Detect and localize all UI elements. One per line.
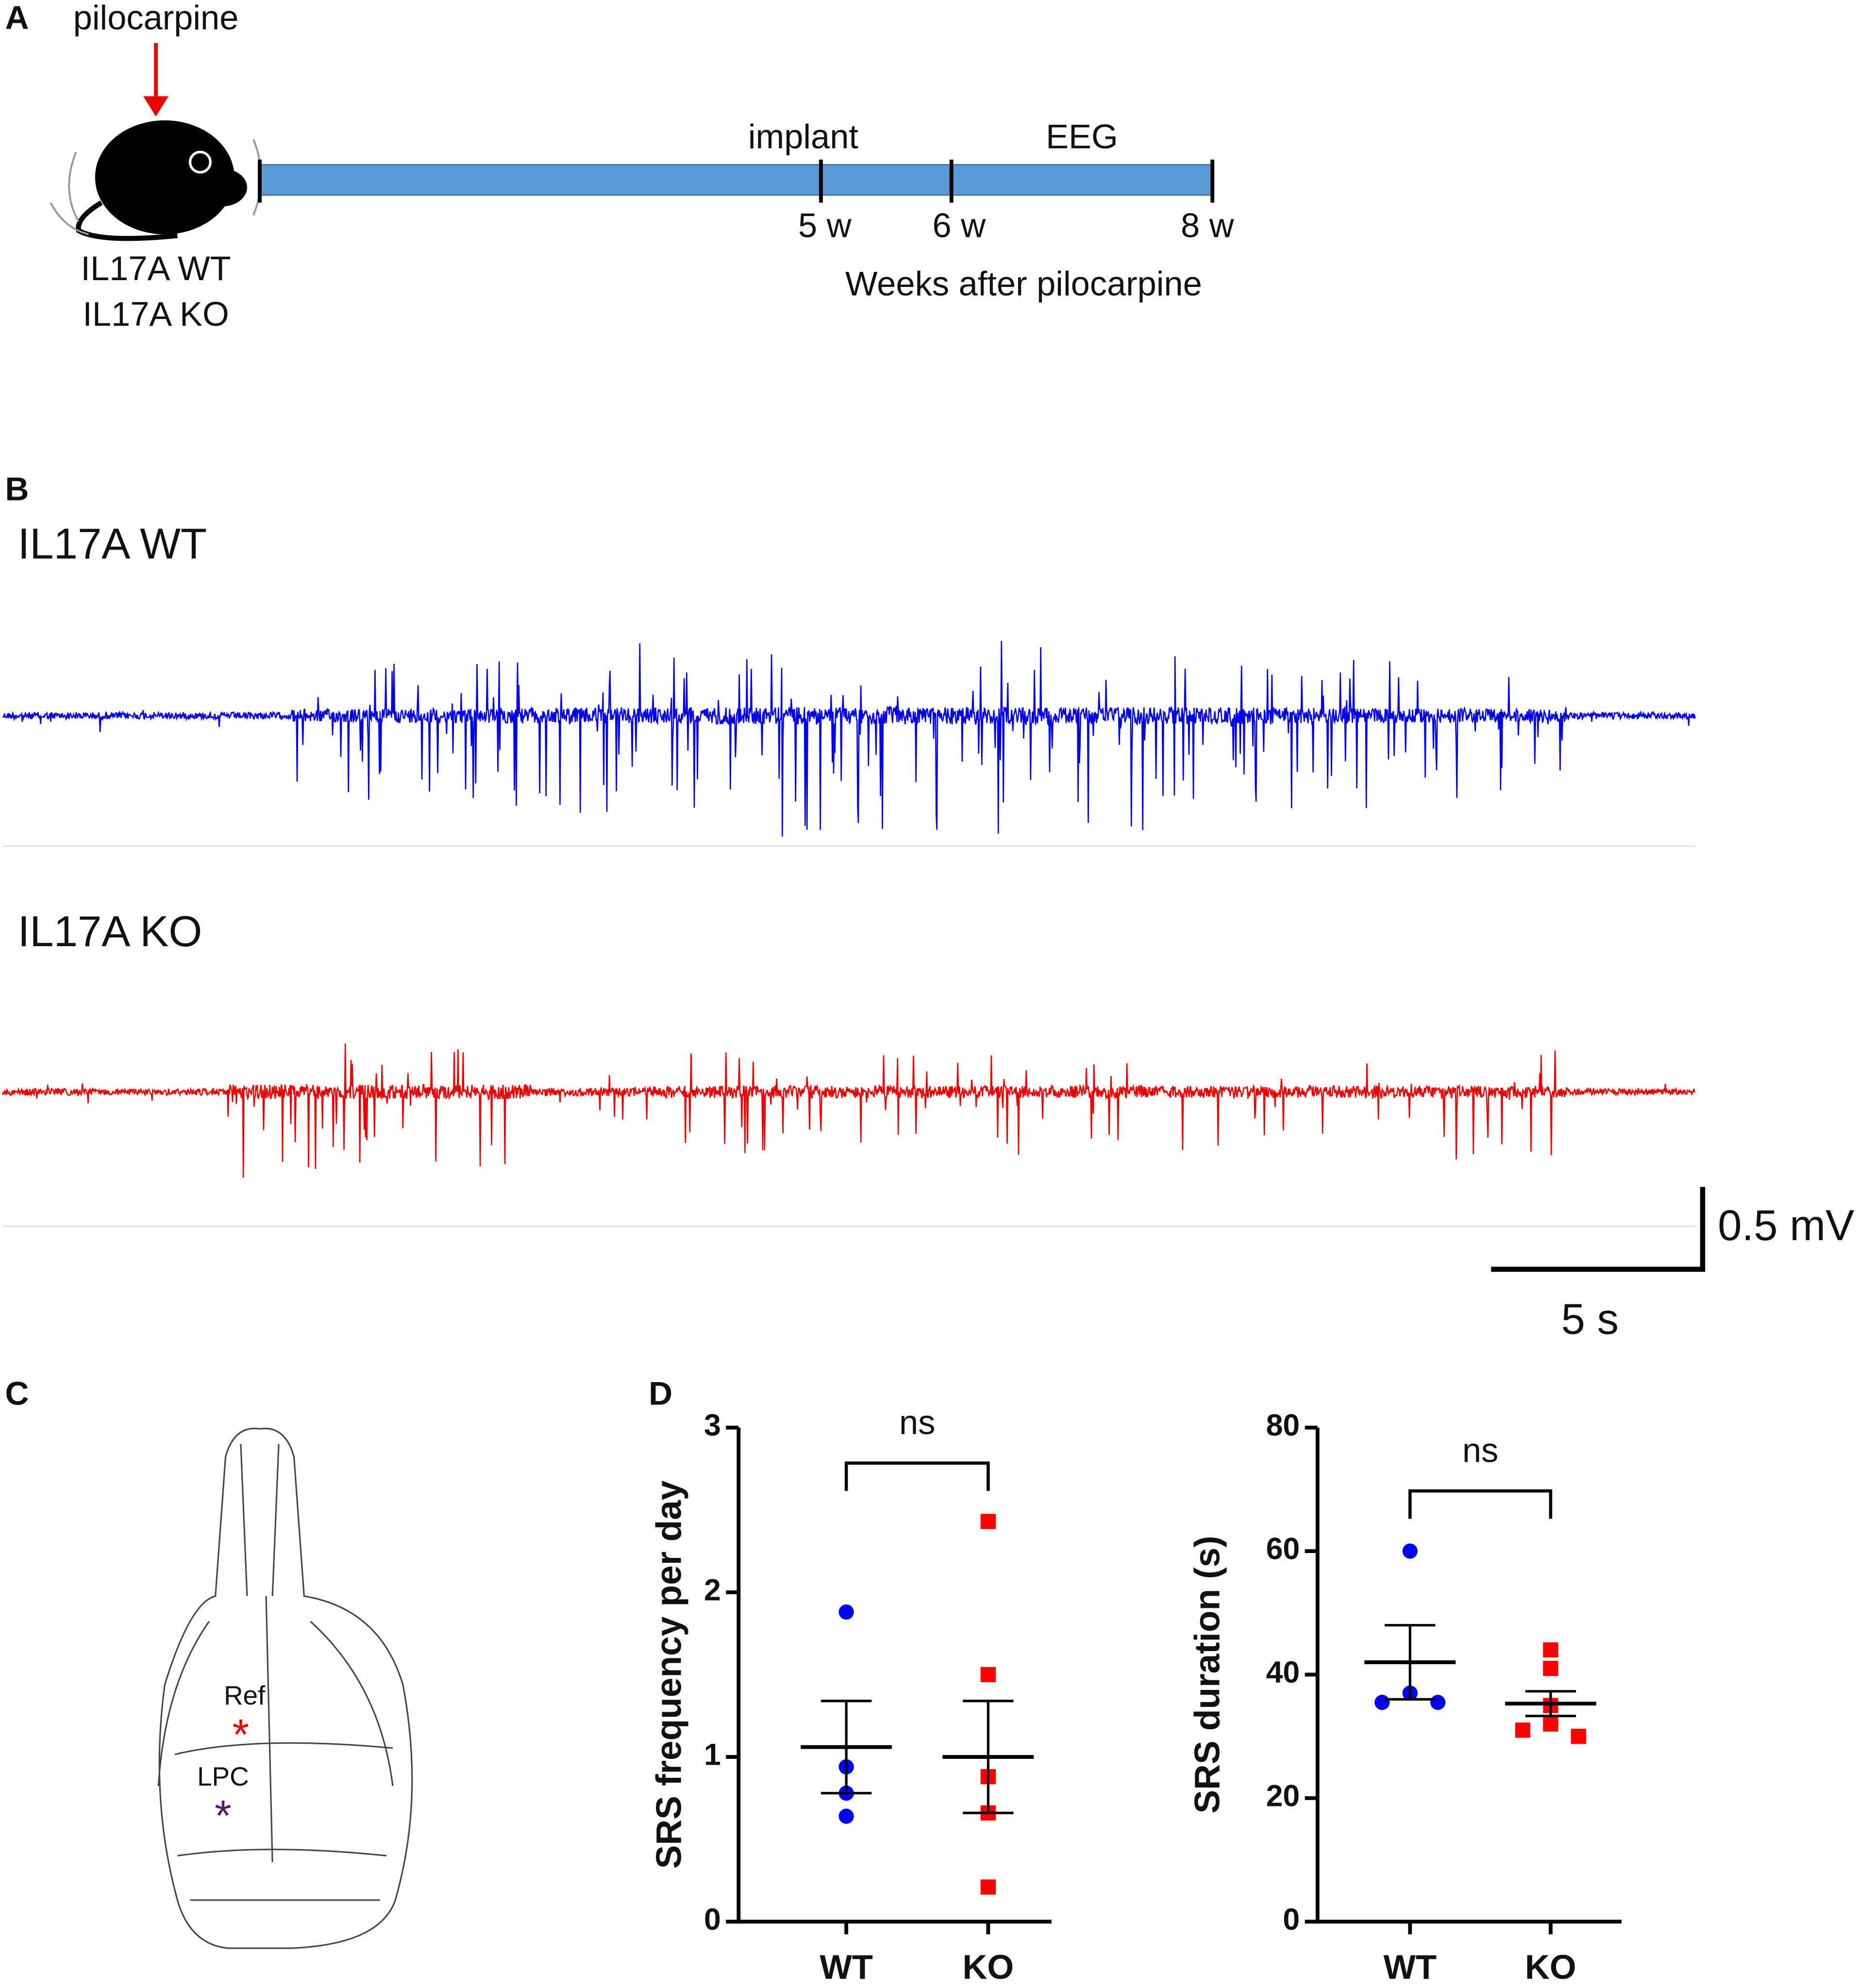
panel-label: D bbox=[649, 1375, 672, 1412]
y-tick-label: 3 bbox=[704, 1408, 721, 1442]
week-label: 6 w bbox=[933, 206, 987, 244]
x-tick-label: KO bbox=[1525, 1948, 1576, 1986]
y-tick-label: 0 bbox=[1283, 1903, 1300, 1937]
data-point bbox=[980, 1514, 996, 1529]
data-point bbox=[1515, 1722, 1531, 1738]
data-point bbox=[1543, 1716, 1558, 1732]
y-tick-label: 20 bbox=[1266, 1779, 1300, 1813]
scale-bar bbox=[1491, 1186, 1706, 1272]
site-marker: * bbox=[233, 1710, 250, 1758]
significance-label: ns bbox=[899, 1403, 935, 1441]
data-point bbox=[1571, 1729, 1586, 1744]
significance-bracket bbox=[844, 1461, 990, 1491]
y-tick-label: 60 bbox=[1266, 1532, 1300, 1566]
data-point bbox=[838, 1808, 854, 1824]
x-tick-label: WT bbox=[820, 1948, 873, 1986]
timeline-bar bbox=[259, 164, 1213, 196]
group-label: IL17A WT bbox=[81, 249, 231, 287]
y-tick-label: 2 bbox=[704, 1573, 721, 1607]
site-label: LPC bbox=[197, 1761, 249, 1791]
scale-label: 5 s bbox=[1561, 1295, 1619, 1343]
skull-drawing bbox=[157, 1427, 413, 1949]
arrow-label: pilocarpine bbox=[73, 0, 239, 36]
eeg-trace bbox=[2, 1043, 1696, 1178]
arrow-head bbox=[143, 96, 169, 117]
axis-label: Weeks after pilocarpine bbox=[845, 264, 1202, 302]
y-axis-label: SRS frequency per day bbox=[649, 1480, 688, 1869]
trace-label: IL17A KO bbox=[18, 907, 202, 955]
data-point bbox=[1430, 1695, 1446, 1710]
y-axis-label: SRS duration (s) bbox=[1188, 1536, 1227, 1813]
data-point bbox=[1374, 1695, 1390, 1710]
y-tick-label: 1 bbox=[704, 1738, 721, 1772]
panel-label: B bbox=[5, 471, 29, 507]
week-label: 5 w bbox=[798, 206, 852, 244]
significance-label: ns bbox=[1462, 1431, 1498, 1469]
data-point bbox=[980, 1879, 996, 1895]
phase-label: EEG bbox=[1046, 117, 1118, 156]
x-tick-label: KO bbox=[963, 1948, 1014, 1986]
x-tick-label: WT bbox=[1384, 1948, 1437, 1986]
site-marker: * bbox=[215, 1791, 232, 1839]
phase-label: implant bbox=[748, 117, 858, 156]
y-tick-label: 80 bbox=[1266, 1408, 1300, 1442]
mouse bbox=[50, 120, 262, 241]
group-label: IL17A KO bbox=[83, 295, 229, 333]
y-tick-label: 0 bbox=[704, 1903, 721, 1937]
data-point bbox=[1543, 1661, 1558, 1676]
significance-bracket bbox=[1408, 1489, 1553, 1519]
data-point bbox=[980, 1667, 996, 1683]
panel-label: C bbox=[5, 1375, 29, 1412]
site-label: Ref bbox=[224, 1680, 266, 1710]
panel-label: A bbox=[5, 0, 29, 36]
data-point bbox=[1543, 1642, 1558, 1658]
week-label: 8 w bbox=[1181, 206, 1235, 244]
trace-label: IL17A WT bbox=[18, 520, 207, 568]
data-point bbox=[838, 1604, 854, 1620]
scale-label: 0.5 mV bbox=[1718, 1201, 1854, 1249]
data-point bbox=[1402, 1543, 1418, 1559]
eeg-trace bbox=[2, 641, 1696, 836]
y-tick-label: 40 bbox=[1266, 1655, 1300, 1689]
